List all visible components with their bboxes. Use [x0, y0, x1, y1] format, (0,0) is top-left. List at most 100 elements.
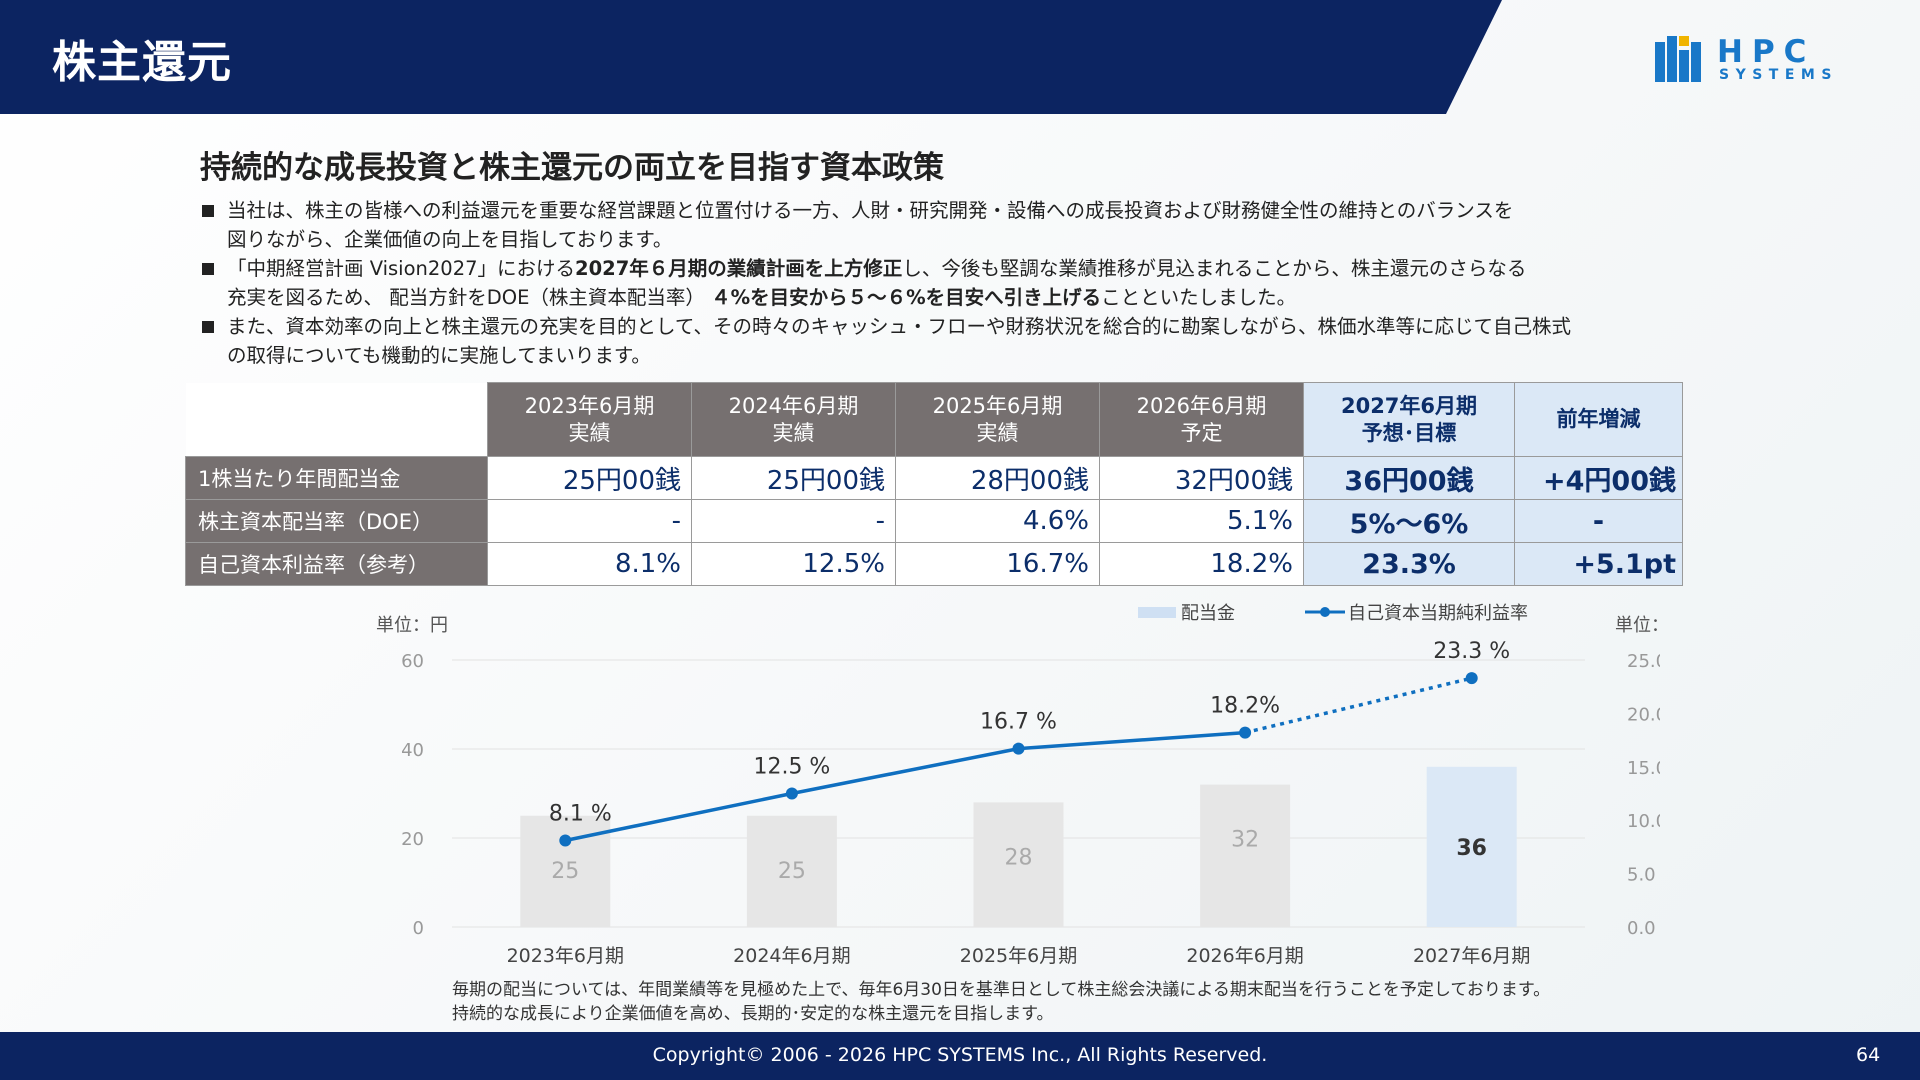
note-line: 毎期の配当については、年間業績等を見極めた上で、毎年6月30日を基準日として株主…: [452, 980, 1551, 1000]
legend-line-marker: [1320, 607, 1330, 617]
right-axis-tick-label: 25.0: [1627, 651, 1660, 672]
left-axis-tick-label: 0: [413, 918, 424, 939]
column-header: 2025年6月期 実績: [895, 382, 1100, 457]
line-marker: [785, 787, 798, 800]
bullet-text: 充実を図るため、 配当方針をDOE（株主資本配当率）: [227, 286, 712, 309]
legend-line-label: 自己資本当期純利益率: [1348, 603, 1528, 624]
header-shape: [0, 0, 1502, 114]
table-cell: 5.1%: [1099, 499, 1304, 543]
bullet-text: の取得についても機動的に実施してまいります。: [227, 344, 651, 367]
table-cell: 32円00銭: [1099, 456, 1304, 500]
x-axis-category-label: 2027年6月期: [1413, 945, 1530, 967]
chart-notes: 毎期の配当については、年間業績等を見極めた上で、毎年6月30日を基準日として株主…: [452, 978, 1550, 1026]
table-row: 1株当たり年間配当金 25円00銭 25円00銭 28円00銭 32円00銭 3…: [185, 456, 1683, 500]
header-band: 株主還元: [0, 0, 1920, 114]
right-axis-tick-label: 20.0: [1627, 704, 1660, 725]
table-cell-diff: +4円00銭: [1514, 456, 1683, 500]
right-axis-tick-label: 15.0: [1627, 758, 1660, 779]
page-title: 株主還元: [52, 37, 232, 88]
bullet-text: ことといたしました。: [1101, 286, 1297, 309]
row-header: 自己資本利益率（参考）: [185, 542, 488, 586]
column-header-highlight: 2027年6月期 予想･目標: [1303, 382, 1515, 457]
bar: [746, 815, 837, 927]
line-marker: [1012, 742, 1025, 755]
table-cell: -: [487, 499, 692, 543]
table-row: 株主資本配当率（DOE） - - 4.6% 5.1% 5%～6% -: [185, 499, 1683, 543]
column-header: 2024年6月期 実績: [691, 382, 896, 457]
table-cell-diff: -: [1514, 499, 1683, 543]
bullet-item: 当社は、株主の皆様への利益還元を重要な経営課題と位置付ける一方、人財・研究開発・…: [200, 196, 1680, 254]
table-cell: 25円00銭: [487, 456, 692, 500]
section-subtitle: 持続的な成長投資と株主還元の両立を目指す資本政策: [200, 150, 944, 186]
table-cell: 28円00銭: [895, 456, 1100, 500]
bullet-item: 「中期経営計画 Vision2027」における2027年６月期の業績計画を上方修…: [200, 254, 1680, 312]
table-header-row: 2023年6月期 実績 2024年6月期 実績 2025年6月期 実績 2026年6月…: [185, 382, 1683, 457]
table-cell-diff: +5.1pt: [1514, 542, 1683, 586]
table-cell-highlight: 36円00銭: [1303, 456, 1515, 500]
line-segment: [791, 746, 1019, 796]
table-cell: 25円00銭: [691, 456, 896, 500]
bar: [973, 802, 1064, 927]
bullet-text: し、今後も堅調な業績推移が見込まれることから、株主還元のさらなる: [902, 257, 1527, 280]
company-logo: HPC SYSTEMS: [1655, 34, 1855, 86]
x-axis-category-label: 2025年6月期: [960, 945, 1077, 967]
left-axis-tick-label: 20: [401, 829, 424, 850]
bar-value-label: 36: [1456, 836, 1487, 861]
x-axis-category-label: 2026年6月期: [1186, 945, 1303, 967]
bar-value-label: 28: [1005, 845, 1033, 870]
left-axis-tick-label: 40: [401, 740, 424, 761]
line-marker: [1239, 726, 1252, 739]
line-segment: [564, 791, 793, 843]
bar-value-label: 25: [551, 859, 579, 884]
chart-svg: 0 20 40 60 0.0 5.0 10.0 15.0 20.0 25.0 単位：円 単位：% 配当金…: [376, 603, 1660, 967]
legend-bar-label: 配当金: [1181, 603, 1235, 624]
note-line: 持続的な成長により企業価値を高め、長期的･安定的な株主還元を目指します。: [452, 1004, 1054, 1024]
bar: [1426, 766, 1517, 927]
table-row: 自己資本利益率（参考） 8.1% 12.5% 16.7% 18.2% 23.3%…: [185, 542, 1683, 586]
table-cell: 8.1%: [487, 542, 692, 586]
bullet-emphasis: 2027年６月期の業績計画を上方修正: [575, 257, 903, 280]
right-axis-tick-label: 5.0: [1627, 865, 1656, 886]
bullet-text: 図りながら、企業価値の向上を目指しております。: [227, 228, 673, 251]
right-axis-tick-label: 10.0: [1627, 811, 1660, 832]
line-value-label: 16.7 %: [980, 710, 1057, 735]
left-axis-tick-label: 60: [401, 651, 424, 672]
bar-value-label: 32: [1231, 828, 1259, 853]
logo-text-systems: SYSTEMS: [1719, 67, 1838, 83]
line-value-label: 18.2%: [1210, 694, 1280, 719]
row-header: 株主資本配当率（DOE）: [185, 499, 488, 543]
bar-value-label: 25: [778, 859, 806, 884]
table-cell: 12.5%: [691, 542, 896, 586]
dividend-roe-chart: 0 20 40 60 0.0 5.0 10.0 15.0 20.0 25.0 単位：円 単位：% 配当金…: [360, 592, 1660, 1012]
bullet-text: また、資本効率の向上と株主還元の充実を目的として、その時々のキャッシュ・フローや…: [227, 315, 1571, 338]
footer-bar: Copyright© 2006 - 2026 HPC SYSTEMS Inc.,…: [0, 1032, 1920, 1080]
line-value-label: 23.3 %: [1433, 639, 1510, 664]
table-cell: 18.2%: [1099, 542, 1304, 586]
line-value-label: 8.1 %: [549, 801, 612, 826]
column-header: 2023年6月期 実績: [487, 382, 692, 457]
left-axis-unit-label: 単位：円: [376, 615, 448, 636]
table-cell: 16.7%: [895, 542, 1100, 586]
bullet-emphasis: ４%を目安から５～６%を目安へ引き上げる: [711, 286, 1102, 309]
right-axis-tick-label: 0.0: [1627, 918, 1656, 939]
right-axis-unit-label: 単位：%: [1615, 615, 1660, 636]
line-value-label: 12.5 %: [753, 755, 830, 780]
logo-mark-icon: [1655, 36, 1701, 82]
table-cell-highlight: 23.3%: [1303, 542, 1515, 586]
logo-text-hpc: HPC: [1717, 34, 1816, 70]
x-axis-category-label: 2024年6月期: [733, 945, 850, 967]
line-segment-forecast: [1244, 676, 1473, 735]
column-header: 2026年6月期 予定: [1099, 382, 1304, 457]
bullet-text: 当社は、株主の皆様への利益還元を重要な経営課題と位置付ける一方、人財・研究開発・…: [227, 199, 1514, 222]
table-cell: 4.6%: [895, 499, 1100, 543]
bullet-text: 「中期経営計画 Vision2027」における: [227, 257, 576, 280]
line-segment: [1018, 730, 1246, 751]
column-header-diff: 前年増減: [1514, 382, 1683, 457]
policy-bullets: 当社は、株主の皆様への利益還元を重要な経営課題と位置付ける一方、人財・研究開発・…: [200, 196, 1680, 370]
dividend-table: 2023年6月期 実績 2024年6月期 実績 2025年6月期 実績 2026年6月…: [185, 382, 1683, 586]
table-cell-highlight: 5%～6%: [1303, 499, 1515, 543]
bar: [1200, 784, 1291, 927]
copyright-text: Copyright© 2006 - 2026 HPC SYSTEMS Inc.,…: [652, 1044, 1268, 1066]
bullet-item: また、資本効率の向上と株主還元の充実を目的として、その時々のキャッシュ・フローや…: [200, 312, 1680, 370]
line-marker: [1465, 672, 1478, 685]
